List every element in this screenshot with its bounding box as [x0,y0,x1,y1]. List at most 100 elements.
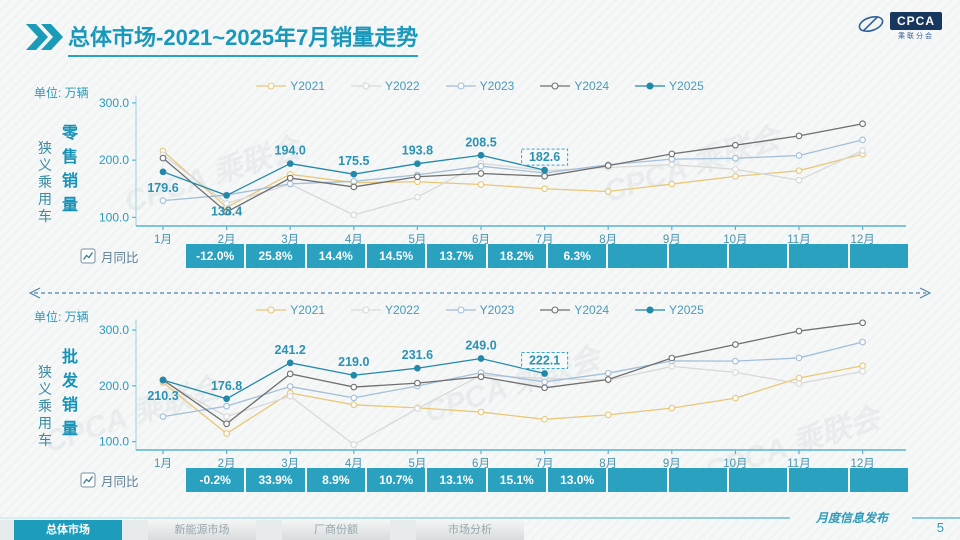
legend-item-Y2021: Y2021 [256,79,325,93]
yoy-cell [789,244,848,268]
data-point-Y2022 [414,193,421,201]
series-line-Y2024 [162,123,863,213]
footer-tabs: 总体市场 新能源市场 厂商份额 市场分析 [14,520,524,540]
yoy-cell: 10.7% [366,468,426,492]
footer-tab-厂商份额[interactable]: 厂商份额 [282,520,390,540]
yoy-cell [608,244,667,268]
data-point-Y2025 [350,371,358,379]
legend-swatch [445,306,476,314]
yoy-cell [849,468,908,492]
footer-tab-市场分析[interactable]: 市场分析 [416,520,524,540]
y-tick-label: 300.0 [99,323,129,337]
legend-item-Y2023: Y2023 [445,79,514,93]
x-tick-label: 4月 [345,234,363,246]
retail-line-chart: 300.0 200.0 100.0 1月 2月 3月 4月 5月 6月 7月 8月 9月 10月 11月 1… [99,96,906,246]
data-point-Y2021 [477,408,485,416]
data-point-Y2024 [541,384,548,392]
yoy-cell: 33.9% [246,468,305,492]
legend-swatch [350,82,381,90]
yoy-cell [728,468,788,492]
yoy-header: 月同比 [80,471,186,490]
data-label: 182.6 [529,150,560,164]
data-label: 219.0 [338,355,369,369]
legend-swatch [256,82,287,90]
cpca-logo-text: CPCA [889,12,942,30]
x-tick-label: 12月 [850,458,874,470]
page-title-rest: -2021~2025年7月销量走势 [156,25,419,50]
yoy-cell [728,244,788,268]
cpca-logo-caption: 乘联分会 [897,33,934,40]
y-tick-label: 100.0 [99,435,129,449]
legend-item-Y2025: Y2025 [635,79,704,93]
data-label: 138.4 [211,204,242,218]
data-point-Y2023 [159,197,167,204]
unit-label: 单位: 万辆 [34,86,89,100]
data-point-Y2021 [604,188,612,195]
legend-label: Y2023 [479,303,515,317]
data-label: 208.5 [465,135,496,149]
data-point-Y2021 [350,401,358,409]
data-point-Y2022 [859,147,866,154]
data-point-Y2022 [414,405,421,412]
yoy-cell: 25.8% [246,244,305,268]
series-line-Y2021 [162,150,863,209]
x-tick-label: 1月 [154,234,172,246]
series-line-Y2023 [162,139,863,202]
data-point-Y2025 [223,192,230,199]
legend-swatch [445,82,476,90]
data-point-Y2021 [477,181,485,188]
data-point-Y2024 [795,327,803,335]
data-point-Y2021 [732,172,739,180]
last-value-box [521,148,569,166]
legend-swatch [635,306,666,314]
measure-label: 批发销量 [62,349,79,438]
wholesale-sales-section: 单位: 万辆 狭义乘用车 批发销量 Y2021 Y2022 Y2023 Y2024 Y2… [0,300,960,500]
data-point-Y2022 [350,211,358,219]
yoy-cell: 14.5% [366,244,426,268]
x-tick-label: 6月 [472,458,490,470]
legend-item-Y2022: Y2022 [350,79,420,93]
data-point-Y2025 [223,395,230,403]
data-point-Y2025 [286,160,294,167]
footer-tab-新能源市场[interactable]: 新能源市场 [148,520,256,540]
data-point-Y2025 [477,151,485,159]
x-tick-label: 11月 [787,458,810,470]
x-tick-label: 5月 [408,458,426,470]
data-point-Y2024 [350,383,358,391]
x-tick-label: 2月 [218,458,236,470]
footer-line [0,517,790,519]
legend-label: Y2021 [290,303,325,317]
legend-swatch [540,306,571,314]
data-point-Y2023 [477,162,485,170]
yoy-cell: -12.0% [186,244,245,268]
data-point-Y2023 [732,357,739,365]
legend: Y2021 Y2022 Y2023 Y2024 Y2025 [110,303,850,317]
data-point-Y2023 [223,402,230,410]
data-point-Y2025 [159,168,167,176]
yoy-cell: 15.1% [487,468,546,492]
x-tick-label: 7月 [536,234,554,246]
yoy-cell [668,244,727,268]
data-point-Y2022 [668,363,676,370]
y-tick-label: 200.0 [99,153,129,167]
data-point-Y2021 [732,394,739,402]
retail-sales-section: 单位: 万辆 狭义乘用车 零售销量 Y2021 Y2022 Y2023 Y2024 Y2… [0,76,960,276]
y-tick-label: 200.0 [99,379,129,393]
data-point-Y2024 [604,162,612,169]
data-label: 231.6 [402,348,433,362]
data-point-Y2023 [859,338,866,346]
data-point-Y2023 [795,152,803,159]
x-tick-label: 11月 [787,234,810,246]
footer-tab-总体市场[interactable]: 总体市场 [14,520,122,540]
data-point-Y2023 [541,378,548,386]
data-point-Y2025 [414,364,421,372]
page-title-strong: 总体市场 [68,25,157,50]
x-tick-label: 8月 [599,458,617,470]
yoy-cell: 6.3% [547,244,607,268]
legend-label: Y2022 [384,79,420,93]
x-tick-label: 6月 [472,234,490,246]
data-point-Y2023 [159,413,167,420]
data-point-Y2023 [286,180,294,188]
data-point-Y2024 [159,154,167,162]
yoy-cells: -0.2% 33.9% 8.9% 10.7% 13.1% 15.1% 13.0% [186,468,908,492]
